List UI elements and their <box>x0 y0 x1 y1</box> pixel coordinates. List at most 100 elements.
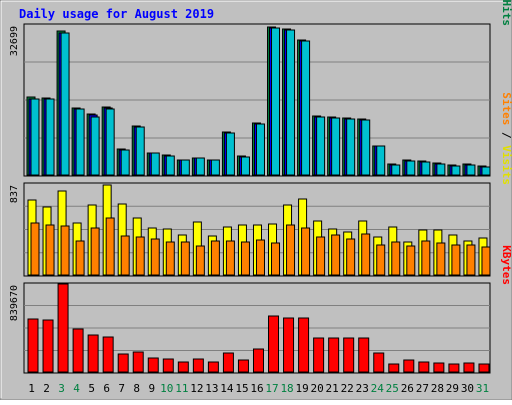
panel-hits: 32699 Pages / Files / Hits <box>9 0 512 177</box>
visits-bar-sites-day-6 <box>105 217 115 276</box>
visits-bar-sites-day-11 <box>180 241 190 276</box>
kbytes-bar-kbytes-day-21 <box>328 337 340 373</box>
visits-bar-sites-day-23 <box>361 233 371 276</box>
kbytes-bar-kbytes-day-18 <box>283 317 295 373</box>
visits-bar-sites-day-3 <box>60 225 70 276</box>
visits-bar-sites-day-12 <box>195 245 205 276</box>
day-label-28: 28 <box>431 382 444 395</box>
x-axis-day-labels: 1 2 3 4 5 6 7 8 9 10 11 12 13 14 15 16 17 18 19 20 21 22 23 24 2… <box>28 382 489 395</box>
hits-bar-pages-day-3 <box>60 32 70 176</box>
day-label-13: 13 <box>205 382 218 395</box>
hits-bar-pages-day-26 <box>406 160 416 176</box>
panel-kbytes: 839670 KBytes <box>9 245 512 374</box>
day-label-8: 8 <box>133 382 140 395</box>
day-label-31: 31 <box>476 382 489 395</box>
day-label-7: 7 <box>118 382 125 395</box>
hits-bar-pages-day-2 <box>45 98 55 176</box>
kbytes-bar-kbytes-day-4 <box>72 328 84 373</box>
day-label-11: 11 <box>175 382 188 395</box>
visits-bar-sites-day-16 <box>255 239 265 276</box>
hits-bar-pages-day-9 <box>150 152 160 176</box>
legend-segment: Sites <box>500 92 512 125</box>
visits-bar-sites-day-5 <box>90 227 100 276</box>
hits-bar-pages-day-16 <box>255 123 265 176</box>
panel-visits-ymax-label: 837 <box>9 185 20 203</box>
hits-bar-pages-day-1 <box>30 98 40 176</box>
kbytes-bar-kbytes-day-23 <box>358 337 370 373</box>
day-label-24: 24 <box>371 382 385 395</box>
visits-bar-sites-day-1 <box>30 222 40 276</box>
hits-bar-pages-day-21 <box>331 117 341 176</box>
kbytes-bar-kbytes-day-28 <box>433 362 445 373</box>
hits-bar-pages-day-31 <box>481 166 491 176</box>
day-label-20: 20 <box>311 382 324 395</box>
visits-bar-sites-day-7 <box>120 235 130 276</box>
legend-segment: KBytes <box>500 245 512 285</box>
visits-bar-sites-day-20 <box>316 236 326 276</box>
hits-bar-pages-day-30 <box>466 164 476 176</box>
day-label-27: 27 <box>416 382 429 395</box>
hits-bar-pages-day-13 <box>210 159 220 176</box>
day-label-30: 30 <box>461 382 474 395</box>
visits-bar-sites-day-21 <box>331 234 341 276</box>
visits-bar-sites-day-13 <box>210 240 220 276</box>
day-label-23: 23 <box>356 382 369 395</box>
kbytes-bar-kbytes-day-19 <box>298 317 310 373</box>
day-label-2: 2 <box>43 382 50 395</box>
day-label-21: 21 <box>326 382 339 395</box>
hits-bar-pages-day-7 <box>120 149 130 176</box>
hits-bar-pages-day-10 <box>165 155 175 176</box>
kbytes-bar-kbytes-day-24 <box>373 352 385 373</box>
hits-bar-pages-day-23 <box>361 119 371 176</box>
visits-bar-sites-day-14 <box>225 240 235 276</box>
kbytes-bar-kbytes-day-27 <box>418 361 430 373</box>
kbytes-bar-kbytes-day-17 <box>268 315 280 373</box>
kbytes-bar-kbytes-day-9 <box>147 357 159 373</box>
visits-bar-sites-day-10 <box>165 241 175 276</box>
hits-bar-pages-day-29 <box>451 165 461 176</box>
day-label-17: 17 <box>265 382 278 395</box>
kbytes-bar-kbytes-day-20 <box>313 337 325 373</box>
panel-kbytes-ymax-label: 839670 <box>9 285 20 321</box>
hits-bar-pages-day-8 <box>135 126 145 176</box>
hits-bar-pages-day-28 <box>436 163 446 176</box>
kbytes-bar-kbytes-day-7 <box>117 353 129 373</box>
panel-visits: 837 Sites / Visits <box>9 92 512 277</box>
day-label-25: 25 <box>386 382 399 395</box>
day-label-14: 14 <box>220 382 234 395</box>
legend-segment: Visits <box>500 145 512 185</box>
hits-bar-pages-day-11 <box>180 159 190 176</box>
kbytes-bar-kbytes-day-15 <box>237 359 249 373</box>
hits-bar-pages-day-15 <box>240 156 250 176</box>
kbytes-bar-kbytes-day-5 <box>87 334 99 373</box>
day-label-22: 22 <box>341 382 354 395</box>
visits-bar-sites-day-8 <box>135 236 145 276</box>
day-label-9: 9 <box>148 382 155 395</box>
day-label-4: 4 <box>73 382 80 395</box>
day-label-19: 19 <box>295 382 308 395</box>
day-label-6: 6 <box>103 382 110 395</box>
hits-bar-pages-day-4 <box>75 108 85 176</box>
hits-bar-pages-day-6 <box>105 108 115 176</box>
kbytes-bar-kbytes-day-11 <box>177 361 189 373</box>
kbytes-bar-kbytes-day-3 <box>57 283 69 373</box>
visits-bar-sites-day-22 <box>346 238 356 276</box>
visits-bar-sites-day-25 <box>391 241 401 276</box>
visits-bar-sites-day-31 <box>481 246 491 276</box>
legend-segment: Hits <box>500 0 512 26</box>
hits-bar-pages-day-19 <box>301 40 311 176</box>
day-label-5: 5 <box>88 382 95 395</box>
visits-bar-sites-day-30 <box>466 244 476 276</box>
kbytes-bar-kbytes-day-30 <box>463 362 475 373</box>
visits-bar-sites-day-9 <box>150 238 160 276</box>
visits-bar-sites-day-17 <box>271 242 281 276</box>
visits-bar-sites-day-2 <box>45 224 55 276</box>
kbytes-bar-kbytes-day-16 <box>252 348 264 373</box>
day-label-18: 18 <box>280 382 293 395</box>
hits-bar-pages-day-27 <box>421 161 431 176</box>
visits-bar-sites-day-27 <box>421 240 431 276</box>
day-label-26: 26 <box>401 382 414 395</box>
chart-title: Daily usage for August 2019 <box>19 7 214 21</box>
kbytes-bar-kbytes-day-2 <box>42 319 54 373</box>
